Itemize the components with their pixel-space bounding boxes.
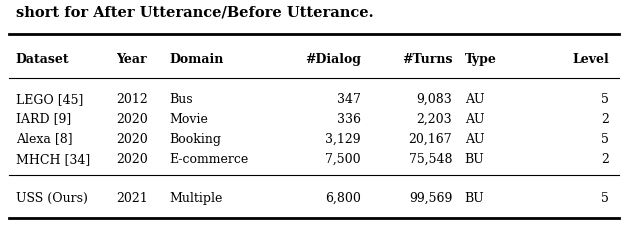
Text: MHCH [34]: MHCH [34] (16, 152, 90, 165)
Text: Alexa [8]: Alexa [8] (16, 132, 72, 145)
Text: Movie: Movie (170, 112, 208, 125)
Text: Booking: Booking (170, 132, 222, 145)
Text: 347: 347 (337, 92, 361, 105)
Text: Multiple: Multiple (170, 191, 223, 204)
Text: 9,083: 9,083 (416, 92, 452, 105)
Text: E-commerce: E-commerce (170, 152, 249, 165)
Text: BU: BU (465, 152, 484, 165)
Text: #Turns: #Turns (402, 52, 452, 66)
Text: IARD [9]: IARD [9] (16, 112, 71, 125)
Text: 5: 5 (601, 132, 609, 145)
Text: 336: 336 (337, 112, 361, 125)
Text: 5: 5 (601, 191, 609, 204)
Text: 99,569: 99,569 (409, 191, 452, 204)
Text: Level: Level (572, 52, 609, 66)
Text: 2: 2 (601, 112, 609, 125)
Text: Domain: Domain (170, 52, 224, 66)
Text: 75,548: 75,548 (409, 152, 452, 165)
Text: Dataset: Dataset (16, 52, 69, 66)
Text: 20,167: 20,167 (409, 132, 452, 145)
Text: short for After Utterance/Before Utterance.: short for After Utterance/Before Utteran… (16, 6, 373, 20)
Text: AU: AU (465, 132, 484, 145)
Text: Year: Year (116, 52, 147, 66)
Text: 2020: 2020 (116, 152, 148, 165)
Text: #Dialog: #Dialog (305, 52, 361, 66)
Text: 2020: 2020 (116, 132, 148, 145)
Text: 2: 2 (601, 152, 609, 165)
Text: 3,129: 3,129 (325, 132, 361, 145)
Text: LEGO [45]: LEGO [45] (16, 92, 83, 105)
Text: BU: BU (465, 191, 484, 204)
Text: 2021: 2021 (116, 191, 148, 204)
Text: Type: Type (465, 52, 497, 66)
Text: USS (Ours): USS (Ours) (16, 191, 87, 204)
Text: 2012: 2012 (116, 92, 148, 105)
Text: Bus: Bus (170, 92, 193, 105)
Text: 5: 5 (601, 92, 609, 105)
Text: AU: AU (465, 92, 484, 105)
Text: AU: AU (465, 112, 484, 125)
Text: 7,500: 7,500 (325, 152, 361, 165)
Text: 2,203: 2,203 (416, 112, 452, 125)
Text: 2020: 2020 (116, 112, 148, 125)
Text: 6,800: 6,800 (325, 191, 361, 204)
